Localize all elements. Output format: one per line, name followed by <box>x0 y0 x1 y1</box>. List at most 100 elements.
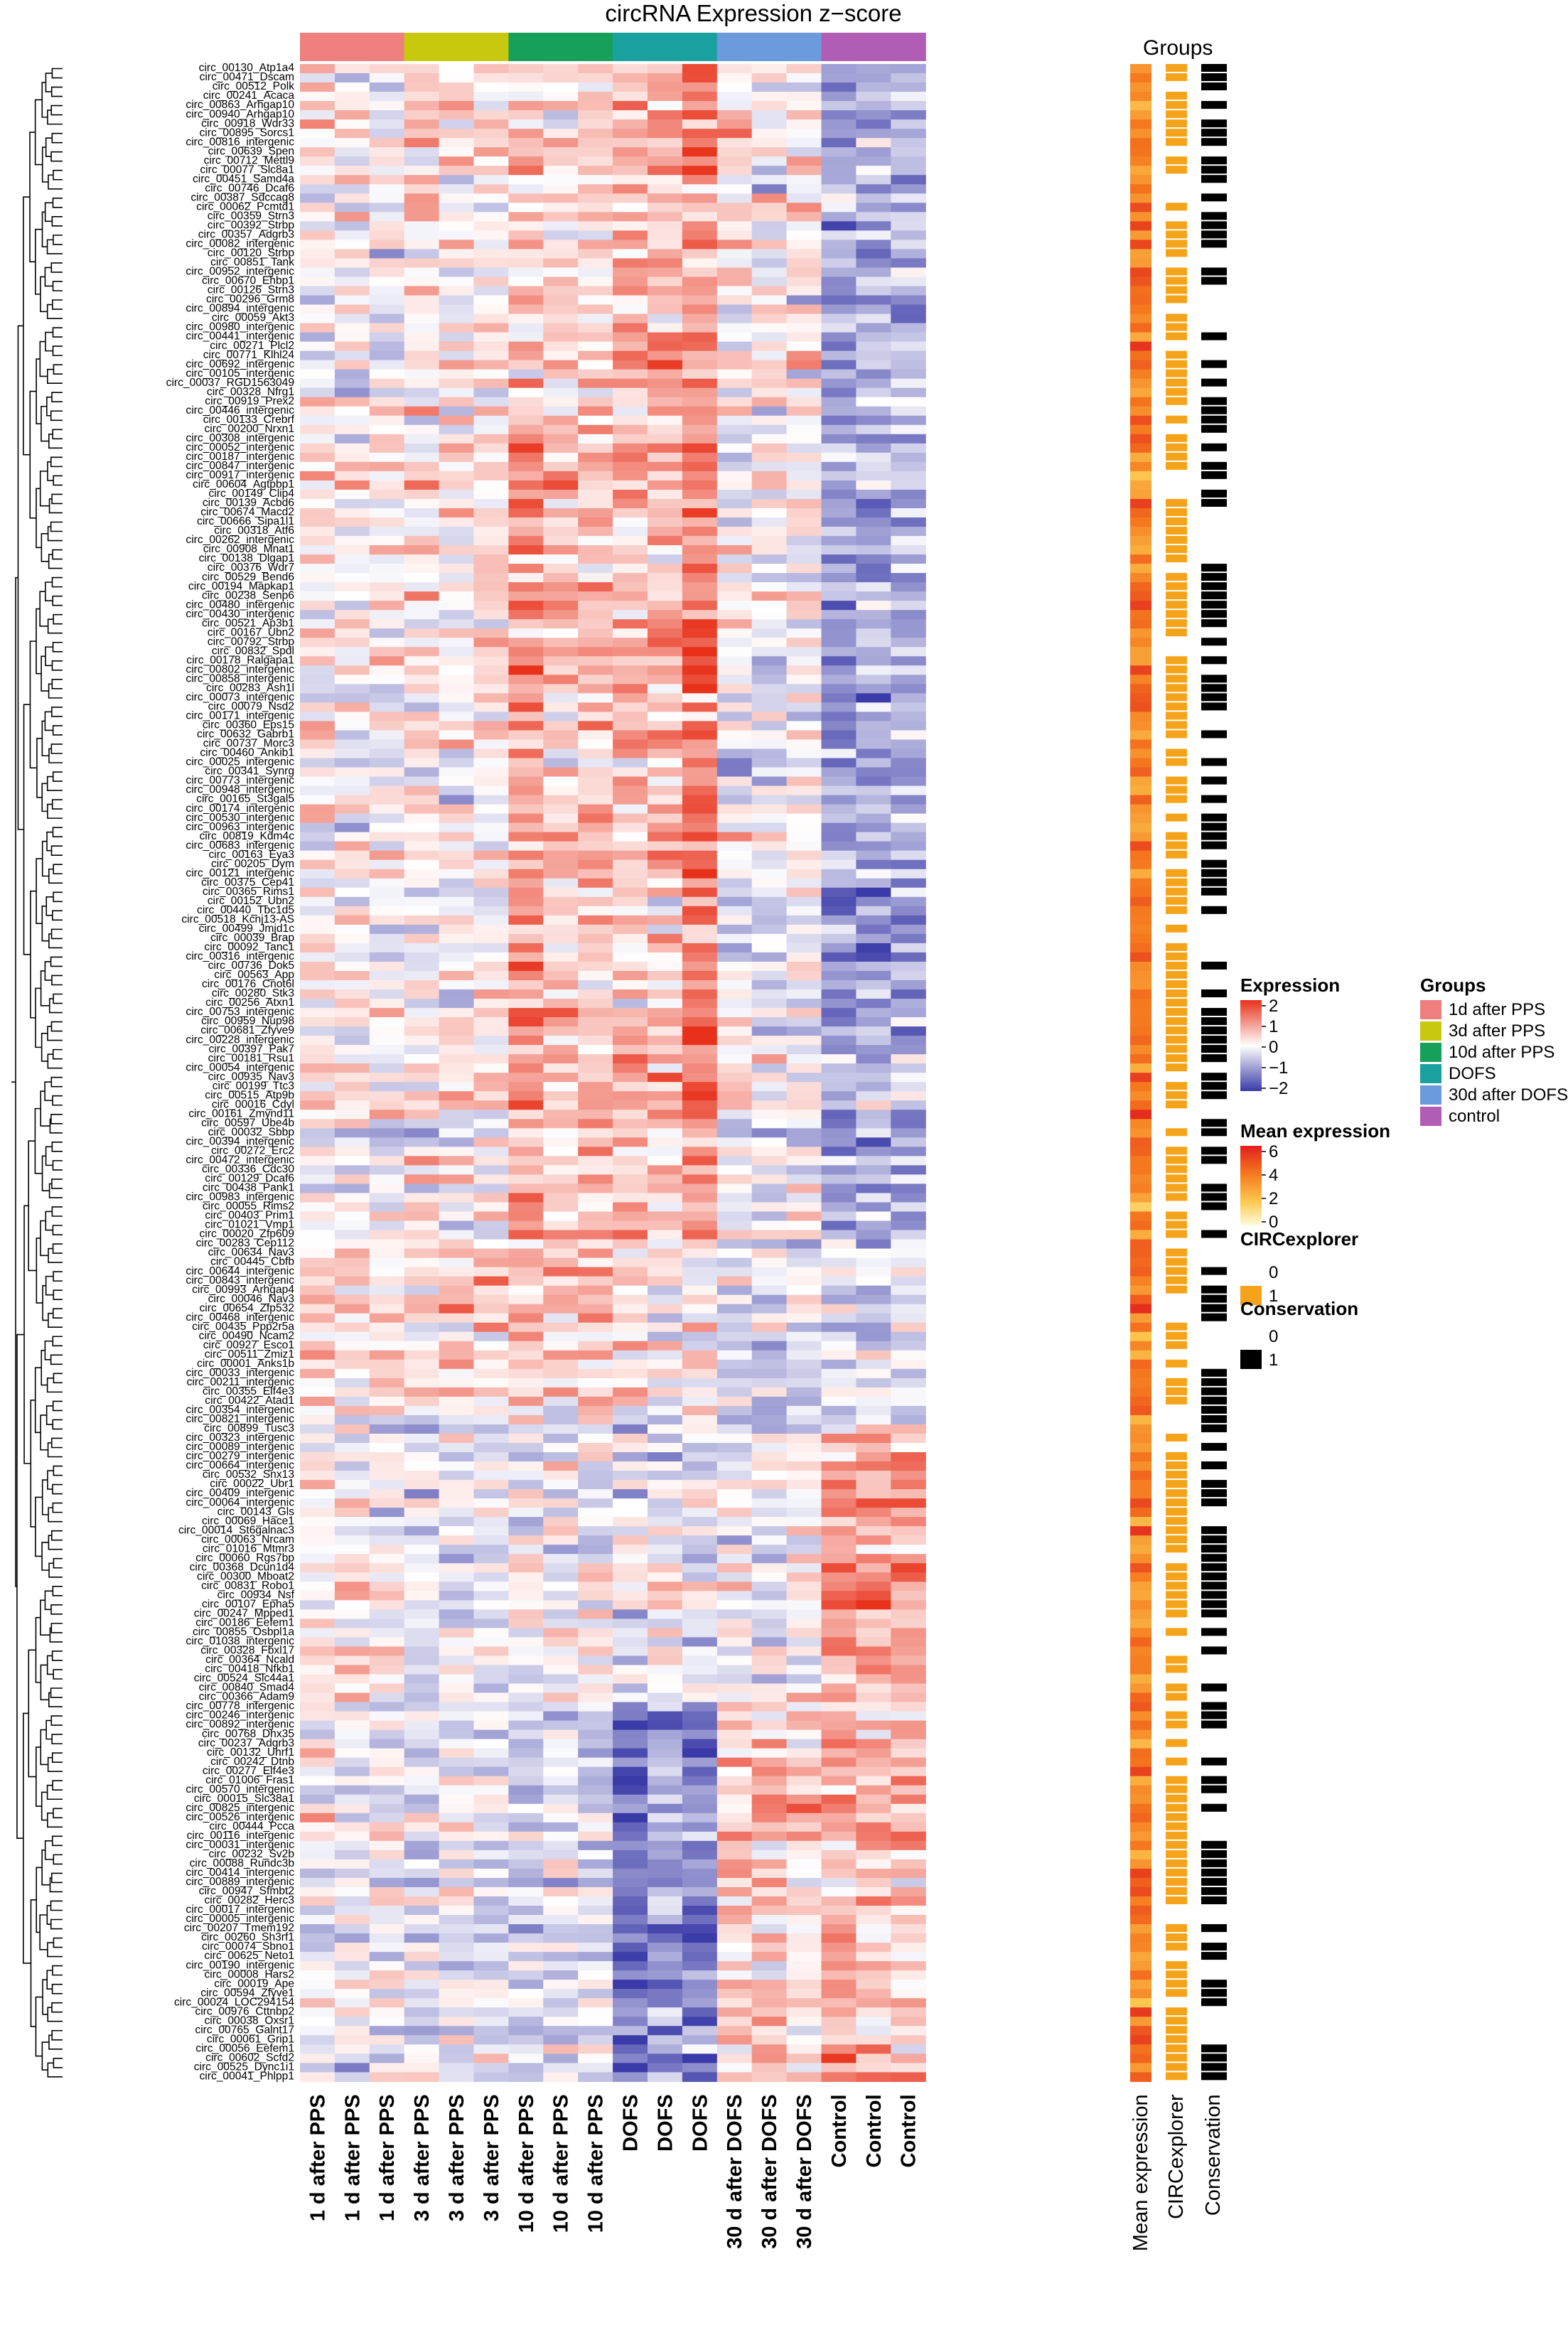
heatmap-cell <box>856 1952 891 1962</box>
heatmap-cell <box>543 1868 579 1879</box>
dendrogram-branch <box>51 1206 63 1217</box>
heatmap-cell <box>543 1036 579 1046</box>
heatmap-cell <box>578 138 613 148</box>
heatmap-cell <box>786 887 822 898</box>
heatmap-cell <box>648 406 683 417</box>
heatmap-cell <box>508 387 544 398</box>
heatmap-cell <box>369 193 405 203</box>
heatmap-cell <box>369 350 405 361</box>
heatmap-cell <box>716 230 753 240</box>
heatmap-cell <box>404 110 440 120</box>
heatmap-cell <box>369 1683 405 1694</box>
heatmap-cell <box>891 461 926 472</box>
heatmap-cell <box>821 1655 857 1666</box>
mean-expression-cell <box>1130 1600 1151 1610</box>
heatmap-cell <box>856 1822 891 1832</box>
heatmap-cell <box>439 92 475 102</box>
heatmap-cell <box>334 1674 370 1685</box>
heatmap-cell <box>716 702 753 712</box>
heatmap-cell <box>613 1054 648 1064</box>
heatmap-cell <box>578 1452 613 1462</box>
row-label: circ_00300_Mboat2 <box>197 1570 294 1582</box>
heatmap-cell <box>543 1776 579 1786</box>
heatmap-cell <box>508 1989 544 1999</box>
circexplorer-cell <box>1166 1739 1187 1747</box>
heatmap-cell <box>508 415 544 426</box>
heatmap-cell <box>543 536 579 546</box>
heatmap-cell <box>300 952 335 962</box>
heatmap-cell <box>543 323 579 333</box>
heatmap-cell <box>543 896 579 907</box>
heatmap-cell <box>404 1489 440 1499</box>
heatmap-cell <box>648 564 683 574</box>
row-label: circ_00246_intergenic <box>186 1709 294 1722</box>
heatmap-cell <box>578 813 613 824</box>
heatmap-cell <box>648 277 683 287</box>
heatmap-cell <box>648 212 683 222</box>
heatmap-cell <box>856 943 891 953</box>
heatmap-cell <box>334 675 370 685</box>
row-dendrogram <box>11 68 63 2078</box>
circexplorer-cell <box>1166 119 1187 128</box>
heatmap-cell <box>648 480 683 490</box>
circexplorer-cell <box>1166 203 1187 211</box>
heatmap-cell <box>578 508 613 518</box>
heatmap-cell <box>334 1322 370 1333</box>
heatmap-cell <box>613 943 648 953</box>
heatmap-cell <box>334 554 370 564</box>
heatmap-cell <box>300 267 335 278</box>
heatmap-cell <box>716 1989 753 1999</box>
heatmap-cell <box>856 638 891 648</box>
heatmap-cell <box>891 1498 926 1508</box>
heatmap-cell <box>891 906 926 916</box>
heatmap-cell <box>856 1692 891 1703</box>
heatmap-cell <box>543 1220 579 1231</box>
heatmap-cell <box>821 1036 857 1046</box>
conservation-cell <box>1201 1711 1227 1719</box>
row-label: circ_00354_intergenic <box>186 1404 294 1416</box>
conservation-cell <box>1201 906 1227 914</box>
heatmap-cell <box>508 1073 544 1083</box>
heatmap-cell <box>716 619 753 629</box>
row-label: circ_00435_Ppp2r5a <box>192 1321 294 1333</box>
heatmap-cell <box>891 295 926 306</box>
heatmap-cell <box>334 1655 370 1666</box>
mean-expression-cell <box>1130 138 1151 148</box>
heatmap-cell <box>578 1868 613 1879</box>
mean-expression-cell <box>1130 286 1151 296</box>
heatmap-cell <box>891 712 926 722</box>
conservation-cell <box>1201 73 1227 82</box>
heatmap-cell <box>786 813 822 824</box>
heatmap-cell <box>439 1480 475 1490</box>
heatmap-cell <box>404 545 440 555</box>
heatmap-cell <box>334 1646 370 1657</box>
heatmap-cell <box>300 554 335 564</box>
heatmap-cell <box>786 832 822 842</box>
row-label: circ_00832_Spdl <box>212 645 294 657</box>
heatmap-cell <box>578 1776 613 1786</box>
heatmap-cell <box>404 776 440 787</box>
heatmap-cell <box>648 1489 683 1499</box>
heatmap-cell <box>856 1322 891 1333</box>
row-label: circ_00670_Ehbp1 <box>202 275 294 287</box>
heatmap-cell <box>613 64 648 74</box>
heatmap-cell <box>682 1748 718 1759</box>
heatmap-cell <box>578 1665 613 1675</box>
heatmap-cell <box>613 1952 648 1962</box>
heatmap-cell <box>682 129 718 139</box>
heatmap-cell <box>751 387 788 398</box>
heatmap-cell <box>821 1683 857 1694</box>
heatmap-cell <box>716 1637 753 1648</box>
heatmap-cell <box>648 582 683 592</box>
heatmap-cell <box>508 323 544 333</box>
heatmap-cell <box>578 1692 613 1703</box>
heatmap-cell <box>473 859 509 870</box>
heatmap-cell <box>856 527 891 537</box>
heatmap-cell <box>856 1220 891 1231</box>
heatmap-cell <box>508 1276 544 1287</box>
dendrogram-branch <box>47 1812 63 1828</box>
circexplorer-cell <box>1166 1008 1187 1016</box>
heatmap-cell <box>648 1304 683 1314</box>
dendrogram-branch <box>52 595 63 606</box>
heatmap-cell <box>856 1128 891 1138</box>
